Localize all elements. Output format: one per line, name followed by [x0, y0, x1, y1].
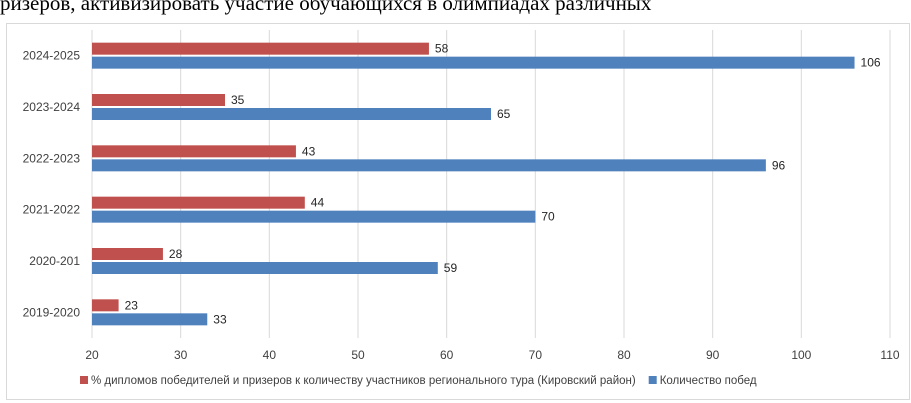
x-tick-label: 50	[351, 348, 365, 362]
y-category-label: 2023-2024	[23, 100, 81, 114]
y-category-label: 2020-201	[29, 254, 80, 268]
x-tick-label: 30	[174, 348, 188, 362]
legend-label: % дипломов победителей и призеров к коли…	[91, 375, 636, 387]
data-label: 23	[125, 298, 139, 312]
bar	[92, 145, 296, 158]
y-category-label: 2022-2023	[23, 151, 81, 165]
y-category-label: 2019-2020	[23, 305, 81, 319]
legend-swatch	[648, 376, 657, 384]
y-category-label: 2024-2025	[23, 49, 81, 63]
data-label: 33	[213, 312, 227, 326]
x-tick-label: 80	[617, 348, 631, 362]
bar	[92, 56, 855, 69]
legend-swatch	[80, 376, 88, 384]
bar	[92, 210, 536, 223]
x-tick-label: 40	[263, 348, 277, 362]
x-tick-label: 100	[791, 348, 811, 362]
bar	[92, 248, 163, 260]
bar	[92, 313, 208, 326]
data-label: 44	[311, 196, 325, 210]
bar	[92, 196, 305, 209]
page-text-fragment: ризёров, активизировать участие обучающи…	[0, 0, 652, 15]
x-tick-label: 60	[440, 348, 454, 362]
data-label: 106	[861, 56, 881, 70]
bar	[92, 159, 766, 172]
data-label: 35	[231, 93, 245, 107]
data-label: 70	[541, 210, 555, 224]
bar	[92, 94, 225, 106]
data-label: 65	[497, 107, 511, 121]
bar	[92, 108, 491, 120]
y-category-label: 2021-2022	[23, 203, 81, 217]
legend-label: Количество побед	[660, 375, 757, 387]
data-label: 96	[772, 158, 786, 172]
x-tick-label: 20	[85, 348, 99, 362]
data-label: 58	[435, 42, 449, 56]
data-label: 59	[444, 261, 458, 275]
bar	[92, 42, 429, 55]
data-label: 28	[169, 247, 183, 261]
x-tick-label: 90	[706, 348, 720, 362]
x-tick-label: 70	[529, 348, 543, 362]
bar	[92, 262, 438, 274]
data-label: 43	[302, 144, 316, 158]
bar	[92, 299, 119, 312]
x-tick-label: 110	[880, 348, 899, 362]
